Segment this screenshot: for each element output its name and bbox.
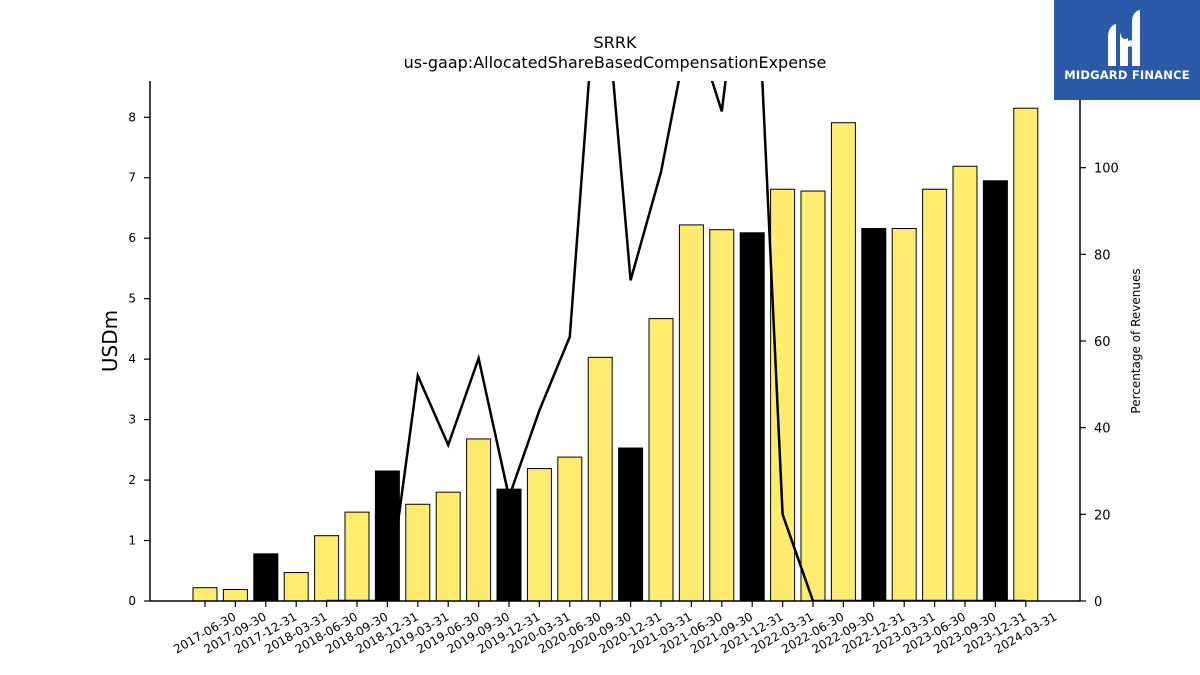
bar-2019-03-31 bbox=[405, 503, 431, 602]
bar-2020-06-30 bbox=[557, 456, 583, 602]
y-tick-label-left: 7 bbox=[128, 171, 136, 185]
y-tick-label-left: 5 bbox=[128, 292, 136, 306]
y-tick-label-right: 20 bbox=[1094, 508, 1111, 523]
bar-2018-09-30 bbox=[344, 511, 370, 602]
y-tick-label-left: 1 bbox=[128, 534, 136, 548]
y-tick-label-left: 3 bbox=[128, 413, 136, 427]
y-axis-label-left: USDm bbox=[98, 310, 122, 372]
bar-2019-09-30 bbox=[466, 438, 492, 602]
bar-2018-06-30 bbox=[314, 535, 340, 602]
y-tick-label-left: 0 bbox=[128, 594, 136, 608]
y-tick-label-right: 60 bbox=[1094, 335, 1111, 350]
y-tick-label-left: 4 bbox=[128, 352, 136, 366]
bar-2021-12-31 bbox=[739, 232, 765, 602]
bar-2022-09-30 bbox=[830, 122, 856, 602]
percentage-of-revenues-line bbox=[326, 81, 1026, 601]
chart-title: SRRK bbox=[594, 33, 637, 52]
y-tick-label-right: 100 bbox=[1094, 162, 1119, 177]
bar-2017-09-30 bbox=[222, 589, 248, 602]
bar-2017-12-31 bbox=[253, 553, 279, 602]
bar-2021-06-30 bbox=[678, 224, 704, 602]
y-tick-label-left: 2 bbox=[128, 473, 136, 487]
line-layer bbox=[326, 81, 1026, 601]
bar-2023-03-31 bbox=[891, 228, 917, 602]
bar-2019-12-31 bbox=[496, 488, 522, 602]
bar-2022-03-31 bbox=[770, 188, 796, 602]
bar-2023-09-30 bbox=[952, 165, 978, 602]
y-tick-label-right: 0 bbox=[1094, 595, 1102, 610]
bar-2017-06-30 bbox=[192, 587, 218, 602]
bar-2020-12-31 bbox=[618, 447, 644, 602]
bar-2020-09-30 bbox=[587, 356, 613, 602]
bar-2021-09-30 bbox=[709, 229, 735, 602]
brand-name: MIDGARD FINANCE bbox=[1064, 68, 1190, 82]
y-tick-label-right: 40 bbox=[1094, 422, 1111, 437]
bar-2023-06-30 bbox=[922, 188, 948, 602]
bars-layer bbox=[192, 107, 1039, 602]
bar-2019-06-30 bbox=[435, 491, 461, 602]
bar-2022-12-31 bbox=[861, 228, 887, 602]
bar-2024-03-31 bbox=[1013, 107, 1039, 602]
bar-2020-03-31 bbox=[526, 468, 552, 602]
bar-2023-12-31 bbox=[982, 180, 1008, 602]
bar-2022-06-30 bbox=[800, 190, 826, 602]
y-tick-label-right: 80 bbox=[1094, 248, 1111, 263]
y-tick-label-left: 8 bbox=[128, 110, 136, 124]
y-axis-label-right: Percentage of Revenues bbox=[1129, 268, 1143, 413]
bar-2021-03-31 bbox=[648, 318, 674, 602]
brand-logo: MIDGARD FINANCE bbox=[1054, 0, 1200, 100]
y-tick-label-left: 6 bbox=[128, 231, 136, 245]
logo-mark-icon bbox=[1108, 10, 1140, 66]
bar-2018-03-31 bbox=[283, 572, 309, 602]
chart-subtitle: us-gaap:AllocatedShareBasedCompensationE… bbox=[404, 53, 827, 72]
